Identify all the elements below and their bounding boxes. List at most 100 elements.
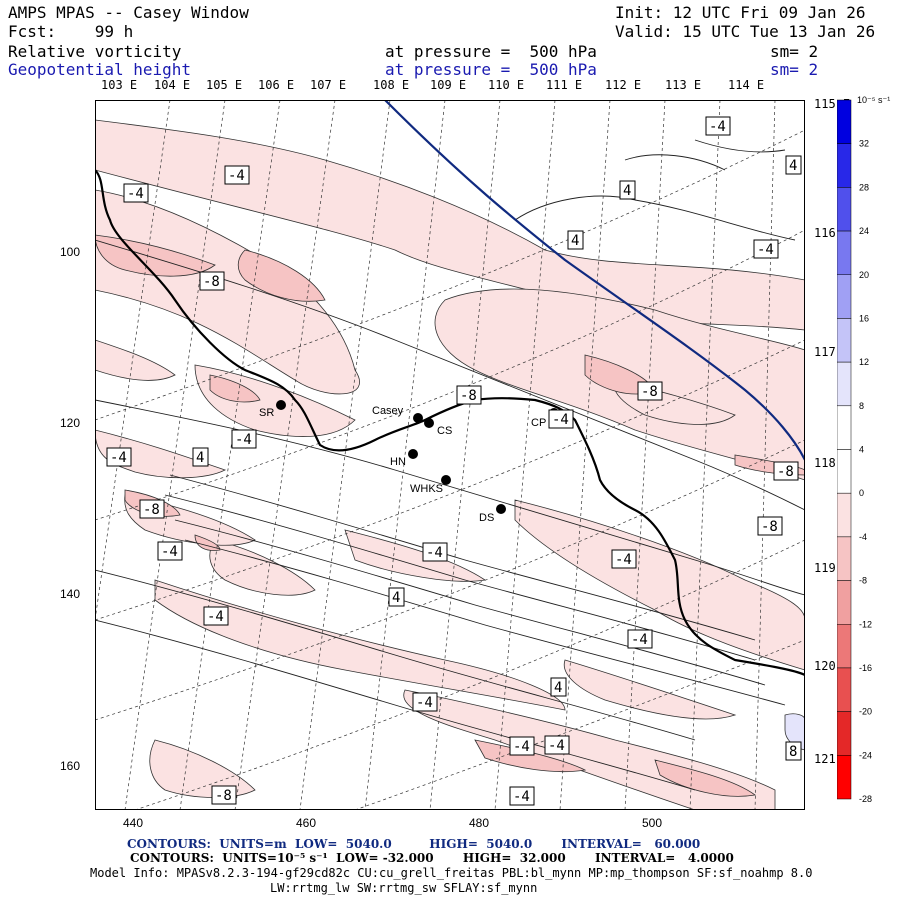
- colorbar-swatch: [837, 667, 852, 712]
- contour-label: -8: [773, 461, 799, 481]
- contour-label: -4: [157, 541, 183, 561]
- station-marker-ds: [496, 504, 506, 514]
- station-label-cs: CS: [437, 425, 452, 437]
- colorbar-tick-label: 32: [859, 139, 869, 149]
- station-label-cp: CP: [531, 417, 546, 429]
- contour-label: -4: [509, 736, 535, 756]
- colorbar-swatch: [837, 318, 852, 363]
- lon-label-top: 109 E: [430, 78, 467, 92]
- colorbar-swatch: [837, 187, 852, 232]
- colorbar-swatch: [837, 755, 852, 800]
- svg-text:-8: -8: [215, 788, 232, 804]
- svg-text:-4: -4: [228, 168, 245, 184]
- contour-label: -4: [548, 409, 574, 429]
- y-axis-label: 160: [60, 759, 81, 773]
- map-frame: [95, 100, 805, 810]
- svg-text:-4: -4: [161, 544, 178, 560]
- colorbar-swatch: [837, 405, 852, 450]
- colorbar-swatch: [837, 274, 852, 319]
- contour-label: 4: [785, 155, 802, 175]
- station-marker-casey: [413, 413, 423, 423]
- contour-label: 4: [550, 677, 567, 697]
- colorbar-swatch: [837, 711, 852, 756]
- contour-label: -4: [705, 116, 731, 136]
- lon-label-top: 110 E: [488, 78, 525, 92]
- colorbar-tick-label: -20: [859, 707, 872, 717]
- contour-label: -4: [544, 735, 570, 755]
- svg-text:-4: -4: [631, 632, 648, 648]
- contour-label: -4: [203, 606, 229, 626]
- colorbar-tick-label: 12: [859, 357, 869, 367]
- svg-text:-4: -4: [615, 552, 632, 568]
- contour-label: -8: [139, 499, 165, 519]
- footer-contours-height: CONTOURS: UNITS=m LOW= 5040.0 HIGH= 5040…: [127, 837, 701, 851]
- svg-text:4: 4: [196, 450, 204, 466]
- contour-label: -4: [509, 786, 535, 806]
- x-axis-label: 500: [642, 816, 663, 830]
- lon-label-top: 112 E: [605, 78, 642, 92]
- field2-name: Geopotential height: [8, 60, 192, 79]
- colorbar-tick-label: -12: [859, 619, 872, 629]
- lon-label-top: 111 E: [546, 78, 583, 92]
- colorbar-tick-label: 0: [859, 488, 864, 498]
- contour-label: -8: [637, 381, 663, 401]
- svg-text:-8: -8: [777, 464, 794, 480]
- contour-label: -4: [231, 429, 257, 449]
- svg-text:-4: -4: [207, 609, 224, 625]
- footer-contours-vorticity: CONTOURS: UNITS=10⁻⁵ s⁻¹ LOW= -32.000 HI…: [130, 851, 734, 865]
- station-label-hn: HN: [390, 456, 406, 468]
- colorbar-tick-label: 20: [859, 270, 869, 280]
- svg-text:-4: -4: [235, 432, 252, 448]
- field1-level: at pressure = 500 hPa: [385, 42, 597, 61]
- lon-label-top: 108 E: [373, 78, 410, 92]
- x-axis-label: 460: [296, 816, 317, 830]
- lon-label-top: 113 E: [665, 78, 702, 92]
- svg-text:-4: -4: [416, 695, 433, 711]
- field2-smoothing: sm= 2: [770, 60, 819, 79]
- colorbar-tick-label: -16: [859, 663, 872, 673]
- contour-label: -4: [611, 549, 637, 569]
- colorbar-tick-label: -8: [859, 576, 867, 586]
- colorbar-swatch: [837, 449, 852, 494]
- svg-text:-4: -4: [552, 412, 569, 428]
- contour-label: -8: [456, 385, 482, 405]
- lon-label-top: 106 E: [258, 78, 295, 92]
- svg-text:-4: -4: [426, 545, 443, 561]
- field2-level: at pressure = 500 hPa: [385, 60, 597, 79]
- colorbar-tick-label: -28: [859, 794, 872, 804]
- svg-text:-4: -4: [127, 186, 144, 202]
- colorbar-swatch: [837, 624, 852, 669]
- contour-label: -4: [123, 183, 149, 203]
- contour-label: 4: [192, 447, 209, 467]
- colorbar-swatch: [837, 536, 852, 581]
- contour-label: -4: [422, 542, 448, 562]
- colorbar-swatch: [837, 492, 852, 538]
- x-axis-label: 480: [469, 816, 490, 830]
- y-axis-label: 100: [60, 245, 81, 259]
- station-marker-cs: [424, 418, 434, 428]
- y-axis-label: 140: [60, 587, 81, 601]
- svg-text:-4: -4: [548, 738, 565, 754]
- svg-text:-4: -4: [110, 450, 127, 466]
- positive-vorticity-fill: [784, 713, 805, 751]
- svg-text:4: 4: [789, 158, 797, 174]
- svg-text:-8: -8: [460, 388, 477, 404]
- colorbar-unit-label: 10⁻⁵ s⁻¹: [857, 95, 890, 105]
- contour-label: -4: [627, 629, 653, 649]
- station-label-ds: DS: [479, 512, 494, 524]
- colorbar-tick-label: 4: [859, 445, 864, 455]
- svg-text:-8: -8: [143, 502, 160, 518]
- field1-smoothing: sm= 2: [770, 42, 819, 61]
- contour-label: -4: [412, 692, 438, 712]
- colorbar-swatch: [837, 143, 852, 188]
- geopotential-contour: [384, 100, 805, 461]
- field1-name: Relative vorticity: [8, 42, 182, 61]
- contour-label: -4: [753, 239, 779, 259]
- vorticity-contours: [95, 139, 805, 791]
- contour-label: 4: [567, 230, 584, 250]
- svg-text:4: 4: [623, 183, 631, 199]
- svg-text:4: 4: [392, 590, 400, 606]
- colorbar-swatch: [837, 99, 852, 144]
- forecast-hour: Fcst: 99 h: [8, 22, 134, 41]
- station-label-whks: WHKS: [410, 483, 443, 495]
